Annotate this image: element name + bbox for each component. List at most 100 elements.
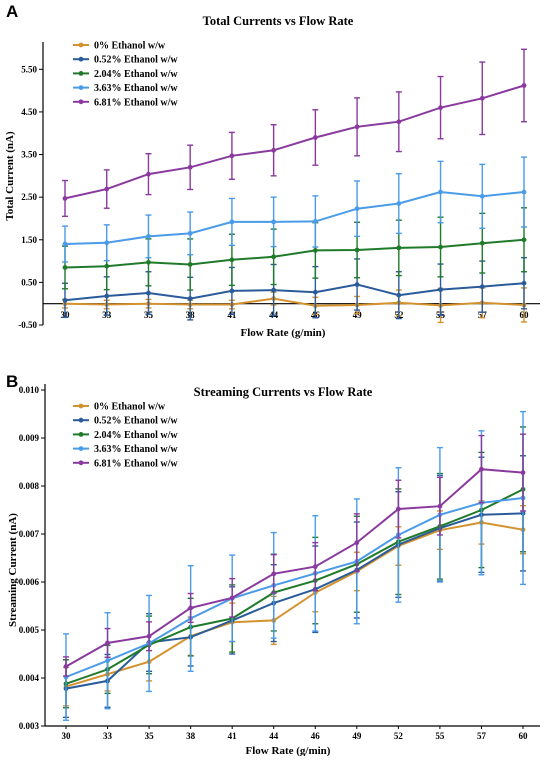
chart-b-x-axis-label: Flow Rate (g/min) — [246, 745, 331, 756]
legend-marker — [78, 446, 84, 451]
series-line — [65, 512, 524, 690]
y-tick-label: 0.007 — [19, 529, 40, 539]
legend-marker — [78, 417, 84, 423]
series-2 — [62, 207, 527, 291]
x-tick-label: 46 — [311, 731, 321, 741]
data-point — [229, 288, 235, 294]
data-point — [354, 124, 360, 130]
series-line — [64, 297, 525, 307]
series-line — [65, 488, 524, 685]
data-point — [437, 503, 443, 509]
x-tick-label: 49 — [352, 731, 362, 741]
data-point — [104, 240, 110, 246]
data-point — [438, 244, 443, 250]
data-point — [354, 540, 360, 546]
data-point — [521, 83, 527, 88]
legend-entry: 2.04% Ethanol w/w — [94, 430, 178, 441]
chart-b-title: Streaming Currents vs Flow Rate — [194, 385, 373, 399]
data-point — [62, 297, 68, 303]
data-point — [312, 289, 318, 295]
series-4 — [62, 48, 527, 218]
data-point — [396, 292, 402, 298]
legend-entry: 3.63% Ethanol w/w — [94, 83, 178, 94]
data-point — [229, 153, 235, 159]
data-point — [312, 564, 318, 570]
data-point — [312, 135, 318, 140]
data-point — [479, 240, 485, 246]
data-point — [271, 147, 277, 153]
chart-b-y-axis-label: Streaming Current (nA) — [7, 513, 19, 627]
data-point — [62, 196, 68, 201]
panel-b-streaming-currents-chart: B Streaming Currents vs Flow Rate Flow R… — [0, 372, 550, 757]
series-line — [65, 521, 524, 688]
x-tick-label: 35 — [145, 731, 155, 741]
panel-b-letter: B — [6, 372, 18, 391]
y-tick-label: 0.008 — [19, 481, 40, 491]
data-point — [146, 290, 151, 296]
legend-marker — [78, 432, 84, 437]
data-point — [438, 287, 443, 293]
data-point — [354, 282, 360, 287]
chart-a-x-axis-label: Flow Rate (g/min) — [241, 327, 326, 339]
series-line — [64, 282, 525, 302]
data-point — [229, 257, 235, 263]
chart-a-svg: A Total Currents vs Flow Rate Flow Rate … — [4, 2, 540, 339]
series-line — [64, 238, 525, 269]
series-line — [65, 468, 524, 668]
legend-entry: 0% Ethanol w/w — [94, 41, 166, 52]
data-point — [521, 189, 527, 195]
legend-entry: 6.81% Ethanol w/w — [94, 458, 178, 469]
x-tick-label: 41 — [228, 731, 238, 741]
y-tick-label: 4.50 — [21, 107, 37, 117]
data-point — [271, 219, 277, 225]
y-tick-label: 1.50 — [21, 235, 37, 245]
data-point — [354, 247, 360, 253]
chart-a-title: Total Currents vs Flow Rate — [203, 14, 354, 28]
legend-marker — [78, 56, 84, 62]
data-point — [271, 287, 277, 293]
y-tick-label: 0.006 — [19, 577, 40, 587]
legend-entry: 0% Ethanol w/w — [94, 402, 166, 413]
x-tick-label: 30 — [62, 731, 72, 741]
legend-marker — [78, 460, 84, 466]
panel-a-letter: A — [6, 2, 18, 21]
series-line — [65, 497, 524, 678]
data-point — [229, 595, 235, 601]
data-point — [104, 186, 110, 192]
data-point — [105, 658, 110, 664]
data-point — [479, 95, 485, 101]
data-point — [271, 254, 277, 260]
y-tick-label: 0.009 — [19, 433, 40, 443]
series-line — [64, 84, 525, 200]
data-point — [438, 105, 443, 111]
legend-entry: 3.63% Ethanol w/w — [94, 444, 178, 455]
panel-a-total-currents-chart: A Total Currents vs Flow Rate Flow Rate … — [0, 0, 550, 372]
legend-marker — [78, 71, 84, 76]
data-point — [395, 506, 401, 512]
series-3 — [62, 156, 527, 263]
data-point — [63, 664, 69, 669]
data-point — [187, 296, 193, 301]
series-0 — [62, 287, 527, 324]
data-point — [188, 605, 194, 611]
data-point — [396, 201, 402, 206]
legend-marker — [78, 85, 84, 90]
x-tick-label: 60 — [519, 731, 529, 741]
data-point — [479, 284, 485, 290]
x-tick-label: 49 — [353, 310, 363, 320]
legend-marker — [78, 403, 84, 409]
series-4 — [63, 433, 526, 677]
data-point — [354, 206, 360, 212]
series-0 — [63, 500, 526, 707]
data-point — [146, 233, 151, 239]
legend-entry: 6.81% Ethanol w/w — [94, 97, 178, 108]
data-point — [312, 219, 318, 224]
y-tick-label: 0.004 — [19, 673, 40, 683]
legend-entry: 2.04% Ethanol w/w — [94, 69, 178, 80]
data-point — [521, 280, 527, 286]
data-point — [520, 470, 526, 475]
chart-b-svg: B Streaming Currents vs Flow Rate Flow R… — [6, 372, 540, 757]
data-point — [104, 293, 110, 299]
chart-a-y-axis-label: Total Current (nA) — [4, 131, 16, 221]
data-point — [104, 263, 110, 269]
